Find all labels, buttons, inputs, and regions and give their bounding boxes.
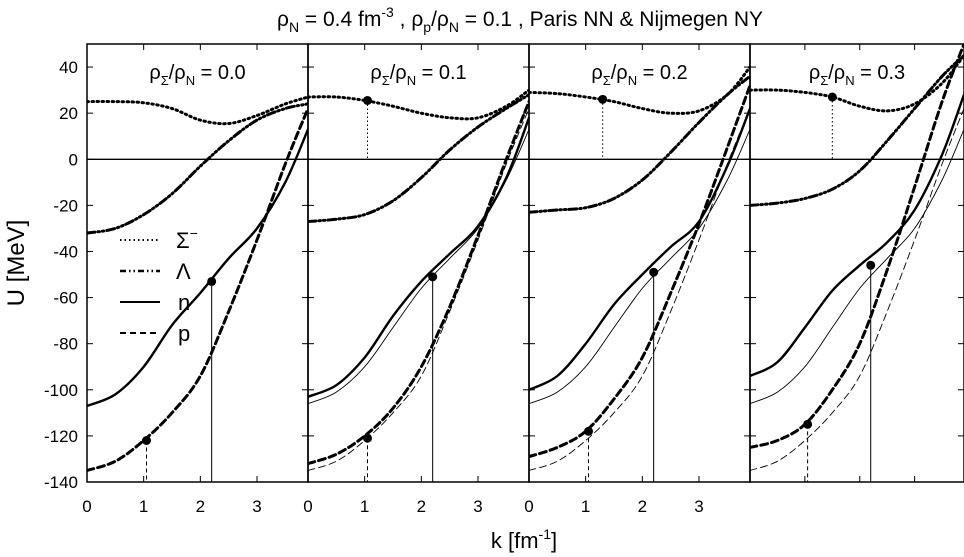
panel-1-marker-0: [363, 433, 372, 443]
panel-1-label-part: /ρ: [390, 62, 407, 84]
panel-0-xtick-label: 3: [252, 497, 261, 516]
legend-p-label: p: [178, 321, 190, 346]
y-tick-label: -100: [44, 381, 78, 400]
panel-1-series-0: [308, 88, 529, 121]
panel-0-series-3: [87, 107, 308, 472]
panel-2-label-part: ρ: [591, 62, 602, 84]
panel-1-series-1: [308, 93, 529, 223]
panel-3-series-0: [750, 54, 964, 113]
panel-3-frame: [749, 43, 964, 483]
y-tick-label: -40: [53, 242, 78, 261]
panel-2-series-5: [529, 108, 750, 471]
panel-0-xtick-label: 2: [196, 497, 205, 516]
panel-0-label-part: /ρ: [169, 62, 186, 84]
panel-1-series-5: [308, 108, 529, 471]
panel-1-label-part: = 0.1: [416, 62, 467, 84]
panel-3-marker-2: [827, 92, 837, 102]
panel-2-plot: [529, 65, 750, 482]
panel-0-marker-1: [207, 276, 217, 286]
panel-3-label-part: /ρ: [828, 62, 845, 84]
legend-lambda-label: Λ: [176, 259, 191, 284]
panel-2-label-part: /ρ: [611, 62, 628, 84]
panel-1-label: ρΣ/ρN = 0.1: [370, 62, 466, 88]
panel-0-xtick-label: 1: [139, 497, 148, 516]
panel-3-series-5: [750, 108, 964, 471]
y-tick-label: 40: [59, 58, 78, 77]
panel-3-plot: [750, 44, 964, 482]
panel-2-series-1: [529, 74, 750, 214]
panel-2-xtick-label: 3: [694, 497, 703, 516]
panel-2-series-3: [529, 128, 750, 405]
panel-1-series-3: [308, 128, 529, 405]
panel-2-series-2: [529, 107, 750, 391]
y-tick-label: -140: [44, 473, 78, 492]
chart-title: ρN = 0.4 fm-3 , ρp/ρN = 0.1 , Paris NN &…: [277, 4, 763, 35]
panel-2-label: ρΣ/ρN = 0.2: [591, 62, 687, 88]
panel-3-label-part: Σ: [820, 73, 828, 88]
panel-2-marker-1: [649, 267, 659, 277]
panel-0-series-2: [87, 128, 308, 408]
panel-1-plot: [308, 88, 529, 482]
panel-1-frame: [307, 43, 530, 483]
panel-3-series-4: [750, 44, 964, 449]
y-axis-label: U [MeV]: [3, 220, 30, 307]
y-tick-label: -120: [44, 427, 78, 446]
legend-n-label: n: [178, 290, 190, 315]
panel-2-marker-0: [584, 426, 593, 436]
panel-1-marker-1: [428, 272, 438, 282]
panel-0-label-part: ρ: [149, 62, 160, 84]
panel-0-label-part: = 0.0: [195, 62, 246, 84]
y-tick-label: 20: [59, 104, 78, 123]
panel-0-series-0: [87, 95, 308, 126]
panel-0-xtick-label: 0: [82, 497, 91, 516]
x-axis-label: k [fm-1]: [491, 526, 557, 553]
panel-1-label-part: N: [407, 73, 416, 88]
panel-2-frame: [528, 43, 751, 483]
panel-0-marker-0: [142, 436, 151, 446]
panel-1-xtick-label: 1: [360, 497, 369, 516]
y-tick-label: -80: [53, 335, 78, 354]
panel-0-plot: [87, 95, 308, 482]
panel-2-xtick-label: 0: [524, 497, 533, 516]
panel-3-series-3: [750, 128, 964, 405]
y-tick-label: -20: [53, 196, 78, 215]
panel-0-frame: [86, 43, 309, 483]
panel-3-label-part: = 0.3: [855, 62, 906, 84]
panel-1-marker-2: [363, 95, 372, 105]
panel-3-label-part: ρ: [809, 62, 820, 84]
y-tick-label: -60: [53, 289, 78, 308]
panel-1-xtick-label: 2: [417, 497, 426, 516]
y-tick-label: 0: [69, 150, 78, 169]
panel-0-series-1: [87, 102, 308, 235]
panel-3-label: ρΣ/ρN = 0.3: [809, 62, 905, 88]
panel-3-series-2: [750, 93, 964, 378]
panel-1-label-part: ρ: [370, 62, 381, 84]
legend-sigma-label: Σ−: [176, 225, 198, 253]
panel-3-marker-1: [866, 260, 876, 270]
panel-1-series-4: [308, 100, 529, 466]
panel-3-label-part: N: [845, 73, 854, 88]
panel-2-label-part: Σ: [603, 73, 611, 88]
panel-0-label: ρΣ/ρN = 0.0: [149, 62, 245, 88]
panel-1-xtick-label: 3: [473, 497, 482, 516]
panel-3-marker-0: [803, 419, 813, 429]
panel-1-xtick-label: 0: [303, 497, 312, 516]
panel-2-label-part: N: [628, 73, 637, 88]
panel-1-label-part: Σ: [382, 73, 390, 88]
panel-0-label-part: Σ: [161, 73, 169, 88]
panel-2-xtick-label: 1: [581, 497, 590, 516]
panel-0-label-part: N: [186, 73, 195, 88]
panel-1-series-2: [308, 116, 529, 398]
panel-2-label-part: = 0.2: [637, 62, 688, 84]
panel-2-marker-2: [598, 94, 608, 104]
legend: Σ− Λ n p: [120, 225, 198, 346]
panel-2-xtick-label: 2: [638, 497, 647, 516]
panel-3-series-1: [750, 54, 964, 207]
panel-2-series-4: [529, 84, 750, 459]
